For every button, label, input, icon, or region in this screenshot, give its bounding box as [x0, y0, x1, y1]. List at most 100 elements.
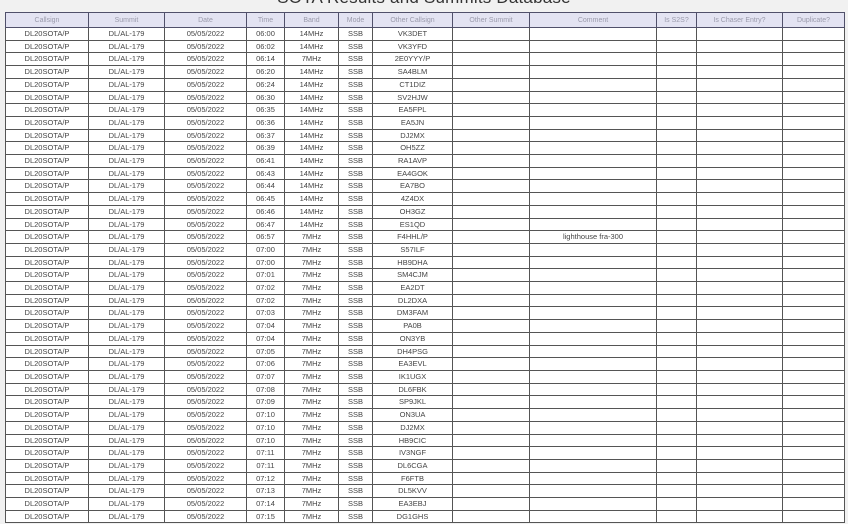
cell-other-summit: [452, 154, 530, 168]
cell-band: 14MHz: [284, 39, 339, 54]
column-header-other-callsign: Other Callsign: [372, 12, 453, 28]
cell-other-summit: [452, 293, 530, 308]
cell-other-callsign: ON3UA: [372, 408, 453, 422]
cell-callsign: DL20SOTA/P: [5, 382, 89, 397]
cell-is-chaser-entry: [696, 268, 783, 283]
cell-is-s2s: [656, 179, 697, 194]
cell-other-callsign: OH5ZZ: [372, 141, 453, 156]
cell-other-callsign: VK3DET: [372, 27, 453, 41]
cell-other-summit: [452, 471, 530, 486]
cell-is-s2s: [656, 230, 697, 244]
cell-mode: SSB: [338, 90, 373, 105]
cell-duplicate: [782, 395, 845, 410]
column-header-mode: Mode: [338, 12, 373, 28]
table-row: DL20SOTA/P DL/AL-179 05/05/2022 07:00 7MHz SS…: [5, 242, 845, 257]
cell-callsign: DL20SOTA/P: [5, 497, 89, 511]
cell-callsign: DL20SOTA/P: [5, 509, 89, 524]
cell-time: 06:14: [246, 52, 285, 67]
cell-callsign: DL20SOTA/P: [5, 77, 89, 92]
cell-mode: SSB: [338, 115, 373, 130]
cell-comment: [529, 65, 657, 79]
cell-other-callsign: CT1DIZ: [372, 77, 453, 92]
cell-date: 05/05/2022: [164, 204, 247, 219]
cell-is-chaser-entry: [696, 77, 783, 92]
cell-other-summit: [452, 166, 530, 181]
cell-duplicate: [782, 382, 845, 397]
cell-is-s2s: [656, 293, 697, 308]
cell-time: 07:13: [246, 484, 285, 499]
cell-comment: [529, 446, 657, 460]
cell-summit: DL/AL-179: [88, 27, 165, 41]
cell-other-summit: [452, 230, 530, 244]
cell-mode: SSB: [338, 77, 373, 92]
column-header-duplicate: Duplicate?: [782, 12, 845, 28]
cell-duplicate: [782, 103, 845, 117]
cell-time: 07:09: [246, 395, 285, 410]
sota-log-table: Callsign Summit Date Time Band Mode Other Call…: [5, 12, 845, 524]
cell-is-s2s: [656, 166, 697, 181]
cell-comment: lighthouse fra-300: [529, 230, 657, 244]
table-row: DL20SOTA/P DL/AL-179 05/05/2022 07:14 7MHz SS…: [5, 497, 845, 511]
cell-summit: DL/AL-179: [88, 141, 165, 156]
cell-other-summit: [452, 77, 530, 92]
cell-is-chaser-entry: [696, 217, 783, 232]
cell-date: 05/05/2022: [164, 90, 247, 105]
cell-band: 7MHz: [284, 458, 339, 473]
cell-time: 06:36: [246, 115, 285, 130]
cell-time: 06:00: [246, 27, 285, 41]
cell-comment: [529, 319, 657, 333]
cell-other-callsign: EA7BO: [372, 179, 453, 194]
cell-callsign: DL20SOTA/P: [5, 141, 89, 156]
column-header-band: Band: [284, 12, 339, 28]
cell-band: 14MHz: [284, 103, 339, 117]
cell-comment: [529, 179, 657, 194]
table-row: DL20SOTA/P DL/AL-179 05/05/2022 06:24 14MHz S…: [5, 77, 845, 92]
cell-summit: DL/AL-179: [88, 52, 165, 67]
cell-date: 05/05/2022: [164, 281, 247, 295]
cell-other-callsign: DH4PSG: [372, 344, 453, 359]
cell-date: 05/05/2022: [164, 458, 247, 473]
cell-callsign: DL20SOTA/P: [5, 192, 89, 206]
cell-comment: [529, 293, 657, 308]
cell-summit: DL/AL-179: [88, 408, 165, 422]
cell-callsign: DL20SOTA/P: [5, 420, 89, 435]
cell-summit: DL/AL-179: [88, 204, 165, 219]
cell-summit: DL/AL-179: [88, 268, 165, 283]
cell-other-summit: [452, 103, 530, 117]
cell-callsign: DL20SOTA/P: [5, 433, 89, 448]
cell-date: 05/05/2022: [164, 141, 247, 156]
cell-other-callsign: IK1UGX: [372, 369, 453, 384]
table-row: DL20SOTA/P DL/AL-179 05/05/2022 06:44 14MHz S…: [5, 179, 845, 194]
table-body: DL20SOTA/P DL/AL-179 05/05/2022 06:00 14MHz S…: [5, 27, 845, 524]
cell-other-summit: [452, 344, 530, 359]
cell-comment: [529, 395, 657, 410]
cell-other-summit: [452, 433, 530, 448]
cell-is-s2s: [656, 103, 697, 117]
cell-summit: DL/AL-179: [88, 65, 165, 79]
cell-is-chaser-entry: [696, 255, 783, 270]
cell-callsign: DL20SOTA/P: [5, 242, 89, 257]
cell-date: 05/05/2022: [164, 268, 247, 283]
cell-summit: DL/AL-179: [88, 433, 165, 448]
cell-is-chaser-entry: [696, 306, 783, 321]
cell-duplicate: [782, 217, 845, 232]
cell-band: 14MHz: [284, 204, 339, 219]
cell-time: 06:39: [246, 141, 285, 156]
cell-comment: [529, 281, 657, 295]
cell-date: 05/05/2022: [164, 395, 247, 410]
cell-is-s2s: [656, 90, 697, 105]
cell-other-callsign: F4HHL/P: [372, 230, 453, 244]
cell-is-chaser-entry: [696, 179, 783, 194]
cell-other-callsign: DL6FBK: [372, 382, 453, 397]
cell-is-chaser-entry: [696, 395, 783, 410]
cell-mode: SSB: [338, 281, 373, 295]
cell-summit: DL/AL-179: [88, 420, 165, 435]
cell-summit: DL/AL-179: [88, 230, 165, 244]
cell-time: 07:14: [246, 497, 285, 511]
cell-is-chaser-entry: [696, 204, 783, 219]
column-header-is-chaser-entry: Is Chaser Entry?: [696, 12, 783, 28]
cell-other-callsign: DL2DXA: [372, 293, 453, 308]
cell-is-chaser-entry: [696, 509, 783, 524]
cell-duplicate: [782, 230, 845, 244]
column-header-summit: Summit: [88, 12, 165, 28]
